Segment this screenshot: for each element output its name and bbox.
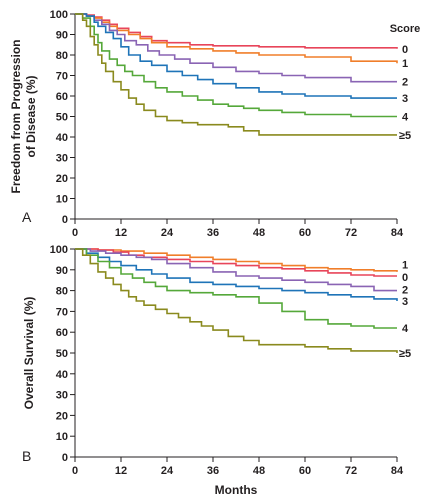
series-line-2: [75, 13, 398, 64]
y-tick-label: 100: [50, 9, 68, 21]
x-tick-label: 72: [345, 227, 357, 239]
series-label: 4: [402, 112, 409, 124]
series-label: 0: [402, 272, 408, 284]
series-line-1: [75, 13, 398, 49]
x-tick-label: 12: [115, 465, 127, 477]
x-tick-label: 36: [207, 227, 219, 239]
series-label: 1: [402, 58, 408, 70]
series-label: 1: [402, 260, 408, 272]
series-line-5: [75, 13, 397, 118]
y-tick-label: 60: [56, 91, 68, 103]
series-line-2: [75, 248, 397, 277]
y-tick-label: 10: [56, 431, 68, 443]
y-tick-label: 10: [56, 194, 68, 206]
series-line-3: [75, 13, 397, 83]
series-label: 3: [402, 296, 408, 308]
x-tick-label: 48: [253, 465, 265, 477]
y-tick-label: 0: [62, 214, 68, 226]
legend-title: Score: [390, 23, 421, 35]
x-tick-label: 12: [115, 227, 127, 239]
x-tick-label: 24: [161, 465, 174, 477]
series-line-4: [75, 248, 398, 301]
x-tick-label: 84: [391, 227, 404, 239]
y-tick-label: 80: [56, 50, 68, 62]
y-tick-label: 100: [50, 244, 68, 256]
y-tick-label: 80: [56, 286, 68, 298]
series-label: ≥5: [399, 130, 411, 142]
x-axis-title: Months: [215, 483, 258, 497]
panel-letter: B: [22, 448, 31, 464]
series-line-6: [75, 248, 398, 353]
x-tick-label: 36: [207, 465, 219, 477]
y-tick-label: 40: [56, 369, 68, 381]
series-label: 2: [402, 77, 408, 89]
x-tick-label: 84: [391, 465, 404, 477]
series-label: 3: [402, 93, 408, 105]
x-tick-label: 60: [299, 465, 311, 477]
y-tick-label: 70: [56, 71, 68, 83]
series-line-1: [75, 248, 398, 272]
y-axis-title: of Disease (%): [24, 75, 38, 157]
series-line-4: [75, 13, 397, 99]
y-tick-label: 20: [56, 173, 68, 185]
series-line-5: [75, 248, 397, 329]
y-tick-label: 50: [56, 112, 68, 124]
y-tick-label: 30: [56, 153, 68, 165]
x-tick-label: 60: [299, 227, 311, 239]
x-tick-label: 72: [345, 465, 357, 477]
y-tick-label: 0: [62, 452, 68, 464]
y-tick-label: 90: [56, 30, 68, 42]
y-axis-title: Freedom from Progression: [9, 39, 23, 193]
y-tick-label: 40: [56, 132, 68, 144]
panel-letter: A: [22, 209, 32, 225]
y-tick-label: 20: [56, 410, 68, 422]
x-tick-label: 0: [72, 465, 78, 477]
series-label: 2: [402, 285, 408, 297]
y-tick-label: 60: [56, 327, 68, 339]
x-tick-label: 48: [253, 227, 265, 239]
x-tick-label: 24: [161, 227, 174, 239]
y-tick-label: 90: [56, 265, 68, 277]
y-tick-label: 30: [56, 390, 68, 402]
series-label: ≥5: [399, 348, 411, 360]
y-tick-label: 70: [56, 306, 68, 318]
series-line-3: [75, 248, 397, 292]
x-tick-label: 0: [72, 227, 78, 239]
y-tick-label: 50: [56, 348, 68, 360]
series-line-6: [75, 13, 397, 136]
series-label: 0: [402, 44, 408, 56]
y-axis-title: Overall Survival (%): [22, 297, 36, 410]
series-label: 4: [402, 323, 409, 335]
